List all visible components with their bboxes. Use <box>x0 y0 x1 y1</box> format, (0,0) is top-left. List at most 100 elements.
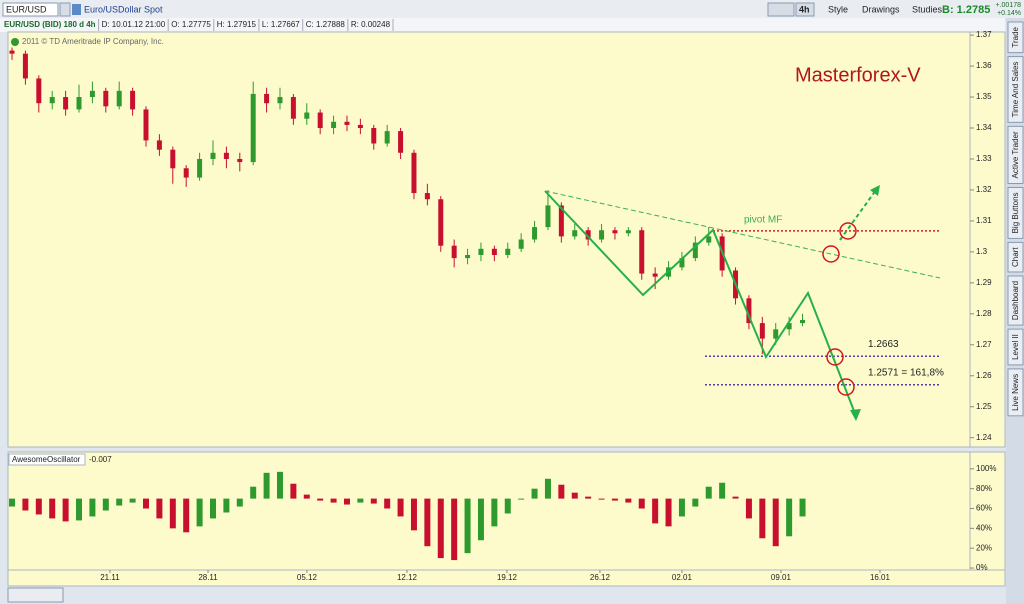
side-tab[interactable]: Active Trader <box>1007 125 1024 184</box>
side-tab-box <box>1007 328 1024 366</box>
oscillator-bar <box>424 498 431 547</box>
side-tab-label: Live News <box>1011 374 1020 411</box>
oscillator-bar <box>518 498 525 500</box>
candle-body <box>197 158 203 178</box>
oscillator-bar <box>196 498 203 527</box>
oscillator-bar <box>504 498 511 514</box>
drawings-button[interactable]: Drawings <box>862 4 900 14</box>
level-label: pivot MF <box>744 214 782 225</box>
oscillator-bar <box>263 472 270 499</box>
y-tick-label: 100% <box>976 464 996 473</box>
symbol-description: Euro/USDollar Spot <box>84 4 163 14</box>
candle-body <box>130 90 136 110</box>
info-item: D: 10.01.12 21:00 <box>102 20 166 29</box>
y-tick-label: 1.26 <box>976 371 992 380</box>
analysis-drawing <box>544 185 941 421</box>
candle-body <box>652 273 658 277</box>
style-button[interactable]: Style <box>828 4 848 14</box>
side-tab-box <box>1007 241 1024 273</box>
symbol-box[interactable] <box>2 2 59 17</box>
side-tab[interactable]: Chart <box>1007 241 1024 273</box>
symbol-dropdown[interactable] <box>59 2 71 17</box>
zoom-controls[interactable] <box>7 587 64 603</box>
candle-body <box>210 152 216 159</box>
y-tick-label: 1.27 <box>976 340 992 349</box>
price-axis <box>969 31 1006 448</box>
side-tab[interactable]: Dashboard <box>1007 275 1024 326</box>
oscillator-bar <box>598 498 605 500</box>
aggregation-button[interactable] <box>795 2 815 17</box>
studies-button[interactable]: Studies <box>912 4 943 14</box>
side-tab-label: Big Buttons <box>1011 192 1020 233</box>
oscillator-bar <box>692 498 699 507</box>
candle-body <box>465 254 471 259</box>
candle-body <box>572 230 578 237</box>
side-tab[interactable]: Big Buttons <box>1007 186 1024 239</box>
side-tab[interactable]: Level II <box>1007 328 1024 366</box>
candle-body <box>103 90 109 107</box>
side-tab-box <box>1007 125 1024 184</box>
oscillator-bar <box>357 498 364 503</box>
candle-body <box>36 78 42 104</box>
side-tab-box <box>1007 186 1024 239</box>
side-tab-label: Active Trader <box>1011 131 1020 178</box>
oscillator-bar <box>719 482 726 499</box>
tool-icons[interactable] <box>767 2 795 17</box>
level-label: 1.2571 = 161,8% <box>868 367 944 378</box>
oscillator-bar <box>464 498 471 554</box>
candle-body <box>585 230 591 240</box>
oscillator-bar <box>290 483 297 499</box>
oscillator-bar <box>437 498 444 559</box>
oscillator-bar <box>343 498 350 505</box>
candle-body <box>156 140 162 150</box>
candle-body <box>89 90 95 98</box>
side-tab-label: Level II <box>1011 334 1020 360</box>
candle-body <box>411 152 417 194</box>
study-label-box[interactable] <box>8 453 86 466</box>
oscillator-bar <box>625 498 632 503</box>
candle-body <box>759 323 765 339</box>
side-tab[interactable]: Live News <box>1007 368 1024 417</box>
x-tick-label: 16.01 <box>870 573 891 582</box>
candle-body <box>558 205 564 237</box>
description-icon <box>72 4 81 15</box>
symbol: EUR/USD <box>6 4 47 14</box>
candle-body <box>9 50 15 54</box>
side-tabs: Trade Time And Sales Active Trader Big Butt… <box>1007 21 1024 417</box>
aggregation: 4h <box>799 4 810 14</box>
oscillator-bar <box>62 498 69 522</box>
candle-body <box>786 323 792 330</box>
y-tick-label: 1.25 <box>976 402 992 411</box>
side-tab[interactable]: Trade <box>1007 21 1024 54</box>
candle-body <box>317 112 323 129</box>
y-tick-label: 80% <box>976 484 992 493</box>
candle-body <box>451 245 457 259</box>
candle-body <box>264 93 270 104</box>
oscillator-plot: 100% 80% 60% 40% 20% 0% <box>9 464 996 572</box>
side-tab-label: Chart <box>1011 247 1020 267</box>
oscillator-bar <box>276 471 283 499</box>
y-tick-label: 0% <box>976 563 988 572</box>
candle-body <box>183 168 189 178</box>
oscillator-bar <box>544 478 551 499</box>
y-tick-label: 1.24 <box>976 433 992 442</box>
side-tab[interactable]: Time And Sales <box>1007 56 1024 123</box>
oscillator-bar <box>477 498 484 541</box>
level-label: 1.2663 <box>868 339 899 350</box>
candle-body <box>250 93 256 163</box>
y-tick-label: 1.29 <box>976 278 992 287</box>
candle-body <box>76 97 82 110</box>
oscillator-bar <box>772 498 779 547</box>
candle-body <box>692 242 698 259</box>
candle-body <box>116 90 122 107</box>
candle-body <box>331 121 337 129</box>
oscillator-bar <box>22 498 29 511</box>
y-tick-label: 1.35 <box>976 92 992 101</box>
oscillator-bar <box>638 498 645 509</box>
side-tab-box <box>1007 21 1024 54</box>
oscillator-bar <box>370 498 377 504</box>
candle-body <box>223 152 229 159</box>
oscillator-bar <box>236 498 243 507</box>
oscillator-bar <box>49 498 56 519</box>
candle-body <box>22 53 28 79</box>
